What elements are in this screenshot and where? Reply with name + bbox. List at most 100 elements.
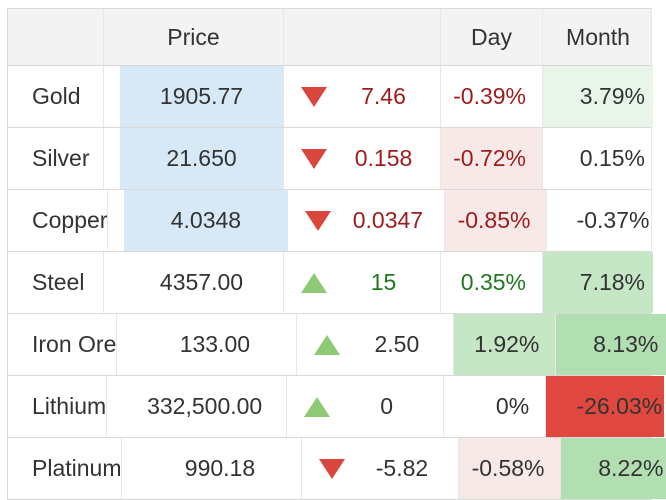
commodity-row[interactable]: Silver 21.650 0.158 -0.72% 0.15%: [8, 128, 651, 190]
commodity-change-cell: 0: [287, 376, 445, 437]
day-percent-value: -0.39%: [453, 83, 526, 109]
commodity-row[interactable]: Gold 1905.77 7.46 -0.39% 3.79%: [8, 66, 653, 128]
commodity-price-cell: 21.650: [104, 128, 284, 189]
down-triangle-icon: [305, 210, 332, 231]
month-percent-value: 8.22%: [598, 455, 664, 481]
commodity-name: Steel: [32, 269, 85, 295]
price-highlight-box: 133.00: [133, 314, 296, 375]
commodity-price-cell: 4.0348: [108, 190, 289, 251]
price-value: 4357.00: [159, 269, 244, 295]
commodity-row[interactable]: Steel 4357.00 15 0.35% 7.18%: [8, 252, 653, 314]
commodity-price-cell: 1905.77: [104, 66, 284, 127]
price-highlight-box: 990.18: [138, 438, 301, 499]
commodity-month-cell: 8.13%: [556, 314, 666, 375]
commodity-row[interactable]: Lithium 332,500.00 0 0% -26.03%: [8, 376, 662, 438]
month-percent-value: 3.79%: [579, 83, 645, 109]
commodity-change-cell: 15: [284, 252, 441, 313]
month-percent-value: 8.13%: [593, 331, 659, 357]
price-value: 990.18: [184, 455, 256, 481]
commodity-month-cell: 0.15%: [543, 128, 653, 189]
change-value: 7.46: [361, 83, 406, 109]
up-triangle-icon: [301, 272, 327, 293]
table-header-row: Price Day Month: [8, 9, 651, 66]
commodity-price-cell: 4357.00: [104, 252, 284, 313]
commodity-name-cell: Steel: [8, 252, 104, 313]
commodity-row[interactable]: Platinum 990.18 -5.82 -0.58% 8.22%: [8, 438, 666, 500]
commodity-price-cell: 133.00: [117, 314, 298, 375]
change-value: 15: [370, 269, 397, 295]
commodity-name: Gold: [32, 83, 81, 109]
day-percent-value: -0.72%: [453, 145, 526, 171]
price-highlight-box: 21.650: [120, 128, 283, 189]
price-highlight-box: 1905.77: [120, 66, 283, 127]
commodities-table: Price Day Month Gold 1905.77 7.46 -0.39%…: [7, 8, 666, 500]
commodity-day-cell: -0.72%: [441, 128, 543, 189]
price-value: 133.00: [179, 331, 251, 357]
commodity-change-cell: 7.46: [284, 66, 441, 127]
commodity-month-cell: -26.03%: [546, 376, 662, 437]
commodity-name: Copper: [32, 207, 108, 233]
price-value: 21.650: [166, 145, 237, 171]
price-highlight-box: 4357.00: [120, 252, 283, 313]
price-value: 332,500.00: [147, 393, 263, 419]
table-body: Gold 1905.77 7.46 -0.39% 3.79% Silver 21…: [8, 66, 666, 500]
month-percent-value: 0.15%: [579, 145, 645, 171]
day-percent-value: 1.92%: [474, 331, 540, 357]
price-highlight-box: 4.0348: [124, 190, 288, 251]
change-value: 0.0347: [352, 207, 424, 233]
month-percent-value: -26.03%: [576, 393, 663, 419]
commodity-name-cell: Gold: [8, 66, 104, 127]
change-value: 2.50: [374, 331, 420, 357]
down-triangle-icon: [301, 148, 327, 169]
commodity-name: Lithium: [32, 393, 107, 419]
commodity-month-cell: 7.18%: [543, 252, 653, 313]
commodity-name: Silver: [32, 145, 90, 171]
up-triangle-icon: [304, 396, 331, 417]
change-value: 0: [380, 393, 394, 419]
commodity-change-cell: 0.0347: [288, 190, 446, 251]
commodity-change-cell: -5.82: [302, 438, 460, 499]
header-month: Month: [566, 23, 630, 50]
commodity-day-cell: 0.35%: [441, 252, 543, 313]
commodity-row[interactable]: Copper 4.0348 0.0347 -0.85% -0.37%: [8, 190, 651, 252]
commodity-day-cell: 1.92%: [454, 314, 557, 375]
header-day: Day: [441, 9, 543, 65]
commodity-name-cell: Silver: [8, 128, 104, 189]
price-highlight-box: 332,500.00: [123, 376, 286, 437]
change-value: 0.158: [354, 145, 413, 171]
day-percent-value: 0.35%: [460, 269, 526, 295]
month-percent-value: 7.18%: [579, 269, 645, 295]
header-price: Price: [104, 9, 284, 65]
day-percent-value: -0.58%: [471, 455, 545, 481]
commodity-change-cell: 2.50: [297, 314, 455, 375]
day-percent-value: 0%: [495, 393, 530, 419]
commodity-day-cell: 0%: [444, 376, 547, 437]
commodity-name: Platinum: [32, 455, 122, 481]
up-triangle-icon: [314, 334, 341, 355]
down-triangle-icon: [319, 458, 346, 479]
month-percent-value: -0.37%: [576, 207, 650, 233]
day-percent-value: -0.85%: [457, 207, 531, 233]
commodity-month-cell: 8.22%: [561, 438, 666, 499]
commodity-name-cell: Lithium: [8, 376, 108, 437]
commodity-price-cell: 990.18: [122, 438, 303, 499]
down-triangle-icon: [301, 86, 327, 107]
commodity-day-cell: -0.39%: [441, 66, 543, 127]
commodity-change-cell: 0.158: [284, 128, 441, 189]
commodity-month-cell: 3.79%: [543, 66, 653, 127]
price-value: 4.0348: [170, 207, 242, 233]
price-value: 1905.77: [159, 83, 244, 109]
commodity-name-cell: Copper: [8, 190, 109, 251]
commodity-name-cell: Platinum: [8, 438, 123, 499]
commodity-month-cell: -0.37%: [547, 190, 657, 251]
change-value: -5.82: [375, 455, 429, 481]
commodity-day-cell: -0.85%: [445, 190, 548, 251]
header-name: [8, 9, 104, 65]
commodity-day-cell: -0.58%: [459, 438, 562, 499]
commodity-name-cell: Iron Ore: [8, 314, 118, 375]
commodity-name: Iron Ore: [32, 331, 117, 357]
commodity-price-cell: 332,500.00: [107, 376, 288, 437]
commodity-row[interactable]: Iron Ore 133.00 2.50 1.92% 8.13%: [8, 314, 666, 376]
header-change: [284, 9, 441, 65]
